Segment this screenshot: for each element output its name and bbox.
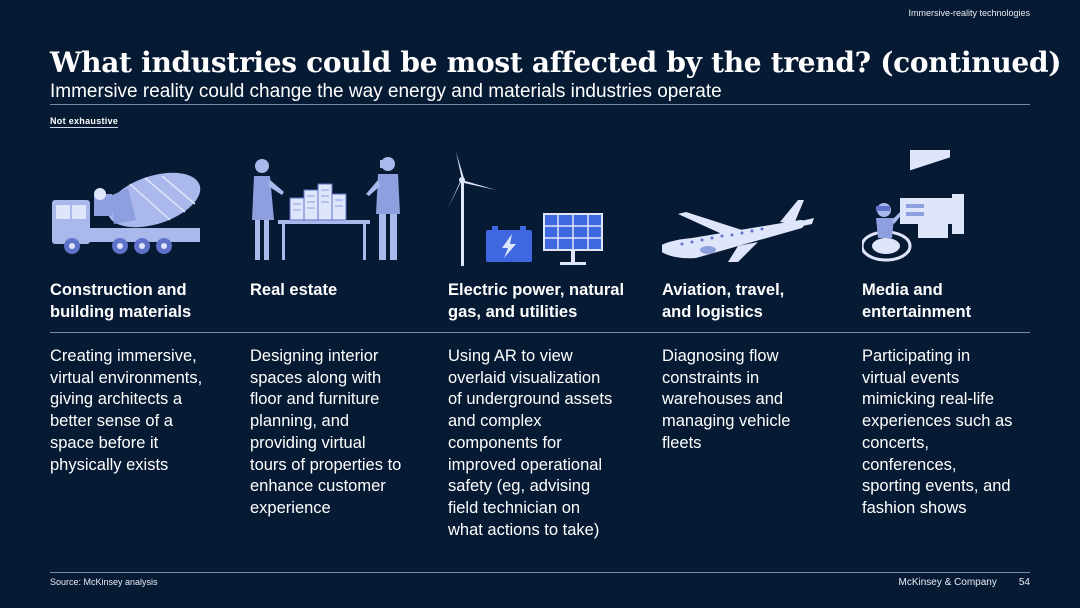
industry-real-estate: Real estate Designing interior spaces al… bbox=[250, 150, 420, 517]
source-note: Source: McKinsey analysis bbox=[50, 577, 158, 587]
not-exhaustive-note: Not exhaustive bbox=[50, 116, 119, 128]
page-title: What industries could be most affected b… bbox=[50, 46, 1062, 79]
industry-name: Aviation, travel, and logistics bbox=[662, 281, 785, 321]
industry-description: Diagnosing flow constraints in warehouse… bbox=[662, 347, 791, 452]
title-divider bbox=[50, 104, 1030, 105]
footer: McKinsey & Company 54 bbox=[899, 577, 1031, 588]
footer-divider bbox=[50, 572, 1030, 573]
industry-name: Media and entertainment bbox=[862, 281, 972, 321]
airplane-icon bbox=[662, 200, 814, 262]
page-subtitle: Immersive reality could change the way e… bbox=[50, 81, 722, 102]
company-name: McKinsey & Company bbox=[898, 577, 997, 588]
industry-description: Designing interior spaces along with flo… bbox=[250, 347, 402, 517]
industry-energy: Electric power, natural gas, and utiliti… bbox=[448, 150, 624, 539]
industry-name: Real estate bbox=[250, 281, 338, 299]
industry-media: Media and entertainment Participating in… bbox=[862, 150, 1032, 517]
industry-description: Participating in virtual events mimickin… bbox=[862, 347, 1013, 517]
concrete-mixer-truck-icon bbox=[52, 172, 201, 254]
page-number: 54 bbox=[1018, 577, 1030, 588]
industry-description: Creating immersive, virtual environments… bbox=[50, 347, 203, 474]
industry-aviation: Aviation, travel, and logistics Diagnosi… bbox=[662, 150, 832, 452]
industry-construction: Construction and building materials Crea… bbox=[50, 150, 220, 474]
real-estate-meeting-icon bbox=[252, 157, 400, 260]
industry-description: Using AR to view overlaid visualization … bbox=[448, 347, 613, 539]
industry-name: Construction and building materials bbox=[50, 281, 192, 321]
section-label: Immersive-reality technologies bbox=[908, 8, 1030, 18]
header-row-divider bbox=[50, 332, 1030, 333]
energy-utilities-icon bbox=[448, 152, 603, 266]
vr-media-icon bbox=[862, 150, 964, 262]
industry-name: Electric power, natural gas, and utiliti… bbox=[448, 281, 625, 321]
